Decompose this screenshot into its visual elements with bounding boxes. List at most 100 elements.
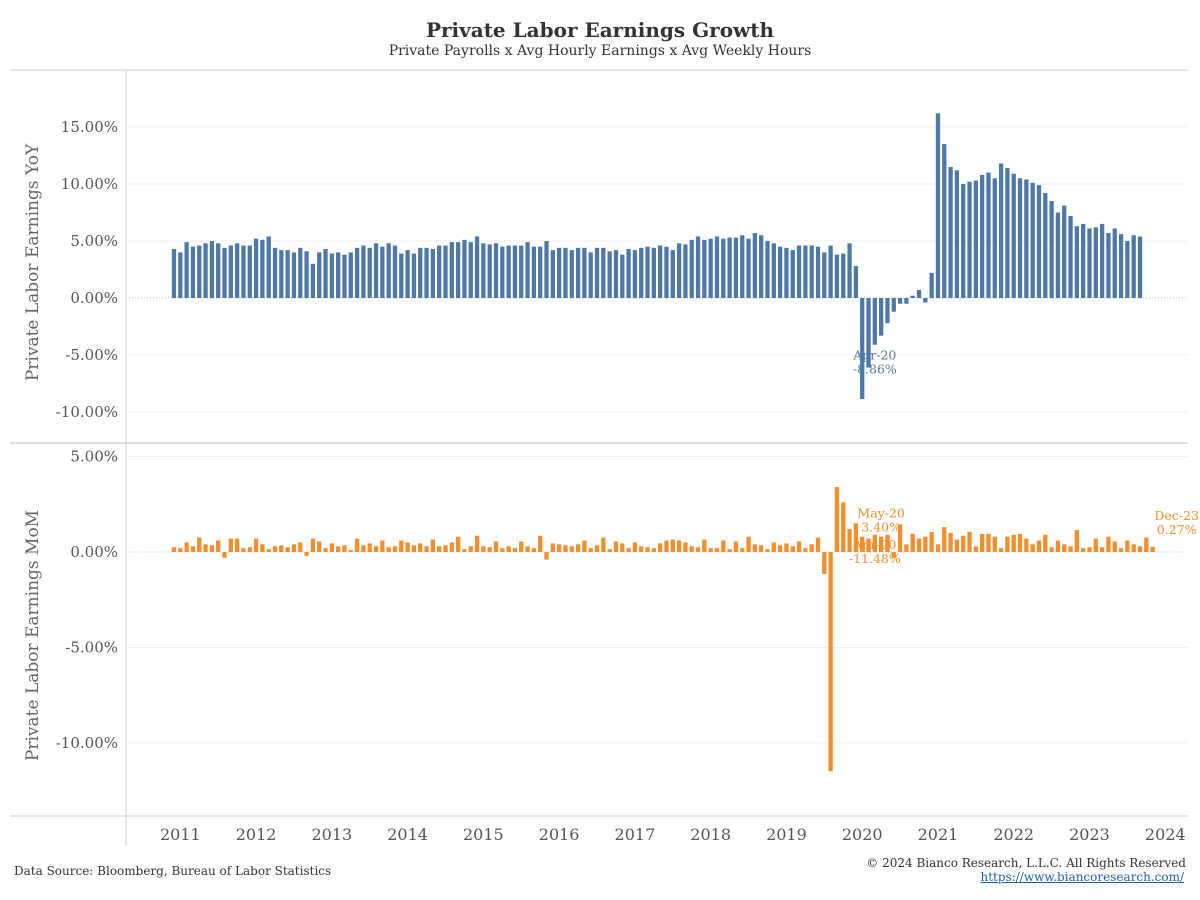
yoy-bar xyxy=(1005,168,1010,298)
yoy-bar xyxy=(771,243,776,298)
yoy-bar xyxy=(815,246,821,298)
mom-bar xyxy=(1024,538,1029,552)
yoy-bar xyxy=(1131,235,1136,298)
yoy-bar xyxy=(361,245,366,298)
yoy-bar xyxy=(626,248,631,298)
x-tick-label: 2023 xyxy=(1069,825,1110,844)
mom-bar xyxy=(544,552,549,560)
yoy-bar xyxy=(973,180,978,298)
yoy-bar xyxy=(594,247,600,298)
mom-bar xyxy=(178,548,183,552)
yoy-bar xyxy=(279,250,284,298)
x-tick-label: 2015 xyxy=(463,825,504,844)
yoy-bar xyxy=(910,295,915,298)
mom-bar xyxy=(291,544,297,552)
mom-bar xyxy=(317,541,322,552)
annotation-label: Apr-20 xyxy=(852,348,896,363)
x-tick-label: 2012 xyxy=(236,825,277,844)
mom-bar xyxy=(708,548,713,552)
yoy-bar xyxy=(203,243,208,298)
yoy-bar xyxy=(209,241,215,298)
yoy-bar xyxy=(443,245,448,298)
website-link[interactable]: https://www.biancoresearch.com/ xyxy=(980,870,1184,884)
mom-bar xyxy=(247,547,252,552)
yoy-bar xyxy=(405,250,410,298)
mom-bar xyxy=(765,549,770,552)
mom-bar xyxy=(822,552,827,574)
mom-bar xyxy=(323,548,328,552)
mom-bar xyxy=(500,548,505,552)
yoy-bar xyxy=(556,247,562,298)
x-tick-label: 2017 xyxy=(615,825,656,844)
mom-bar xyxy=(904,544,909,552)
mom-bar xyxy=(1068,546,1073,552)
mom-bar xyxy=(626,548,631,552)
mom-bar xyxy=(538,535,543,552)
x-tick-label: 2013 xyxy=(311,825,352,844)
mom-bar xyxy=(348,550,353,552)
yoy-bar xyxy=(607,251,612,298)
mom-bar xyxy=(784,543,789,552)
yoy-bar xyxy=(676,243,682,298)
yoy-bar xyxy=(1068,215,1073,298)
mom-bar xyxy=(304,552,309,556)
mom-bar xyxy=(948,532,953,552)
x-tick-label: 2021 xyxy=(918,825,959,844)
copyright-note: © 2024 Bianco Research, L.L.C. All Right… xyxy=(866,856,1186,870)
yoy-bar xyxy=(563,247,568,298)
mom-bar xyxy=(1112,541,1117,552)
mom-bar xyxy=(272,546,278,552)
yoy-bar xyxy=(645,246,650,298)
mom-bar xyxy=(683,542,688,552)
yoy-bar xyxy=(474,236,480,298)
mom-bar xyxy=(689,546,694,552)
mom-bar xyxy=(1099,547,1105,552)
yoy-bar xyxy=(487,244,492,298)
mom-bar xyxy=(771,542,776,552)
mom-bar xyxy=(759,545,764,552)
mom-bar xyxy=(525,546,530,552)
mom-bar xyxy=(607,549,612,552)
x-tick-label: 2018 xyxy=(690,825,731,844)
yoy-bar xyxy=(588,252,593,298)
mom-bar xyxy=(702,539,707,552)
yoy-bar xyxy=(449,242,454,298)
yoy-bar xyxy=(967,181,972,298)
mom-bar xyxy=(203,544,208,552)
mom-bar xyxy=(1081,548,1086,552)
annotation-value: -11.48% xyxy=(849,551,901,566)
mom-bar xyxy=(329,543,334,552)
chart-subtitle: Private Payrolls x Avg Hourly Earnings x… xyxy=(388,43,812,59)
yoy-bar xyxy=(418,247,423,298)
mom-bar xyxy=(468,546,473,552)
mom-bar xyxy=(834,487,840,552)
mom-bar xyxy=(878,536,884,552)
mom-bar xyxy=(973,546,978,552)
annotation-label: May-20 xyxy=(857,506,904,521)
yoy-bar xyxy=(260,239,265,298)
y-tick-label-top: 5.00% xyxy=(70,232,118,250)
mom-bar xyxy=(853,523,859,552)
mom-bar xyxy=(809,544,814,552)
y-tick-label-bottom: -5.00% xyxy=(65,639,118,657)
mom-bar xyxy=(841,502,846,552)
yoy-bar xyxy=(935,113,941,298)
annotation-value: 0.27% xyxy=(1157,522,1197,537)
mom-bar xyxy=(392,546,398,552)
yoy-bar xyxy=(323,248,328,298)
mom-bar xyxy=(1093,538,1098,552)
yoy-bar xyxy=(948,166,953,298)
annotation-label: Apr-20 xyxy=(852,537,896,552)
yoy-bar xyxy=(348,252,353,298)
mom-bar xyxy=(336,546,341,552)
yoy-bar xyxy=(367,247,372,298)
yoy-bar xyxy=(1099,223,1105,298)
yoy-bar xyxy=(998,163,1004,298)
mom-bar xyxy=(260,544,265,552)
mom-bar xyxy=(929,531,934,552)
mom-bar xyxy=(550,543,555,552)
mom-bar xyxy=(1137,546,1143,552)
yoy-bar xyxy=(544,241,549,298)
mom-bar xyxy=(872,534,877,552)
mom-bar xyxy=(437,546,442,552)
